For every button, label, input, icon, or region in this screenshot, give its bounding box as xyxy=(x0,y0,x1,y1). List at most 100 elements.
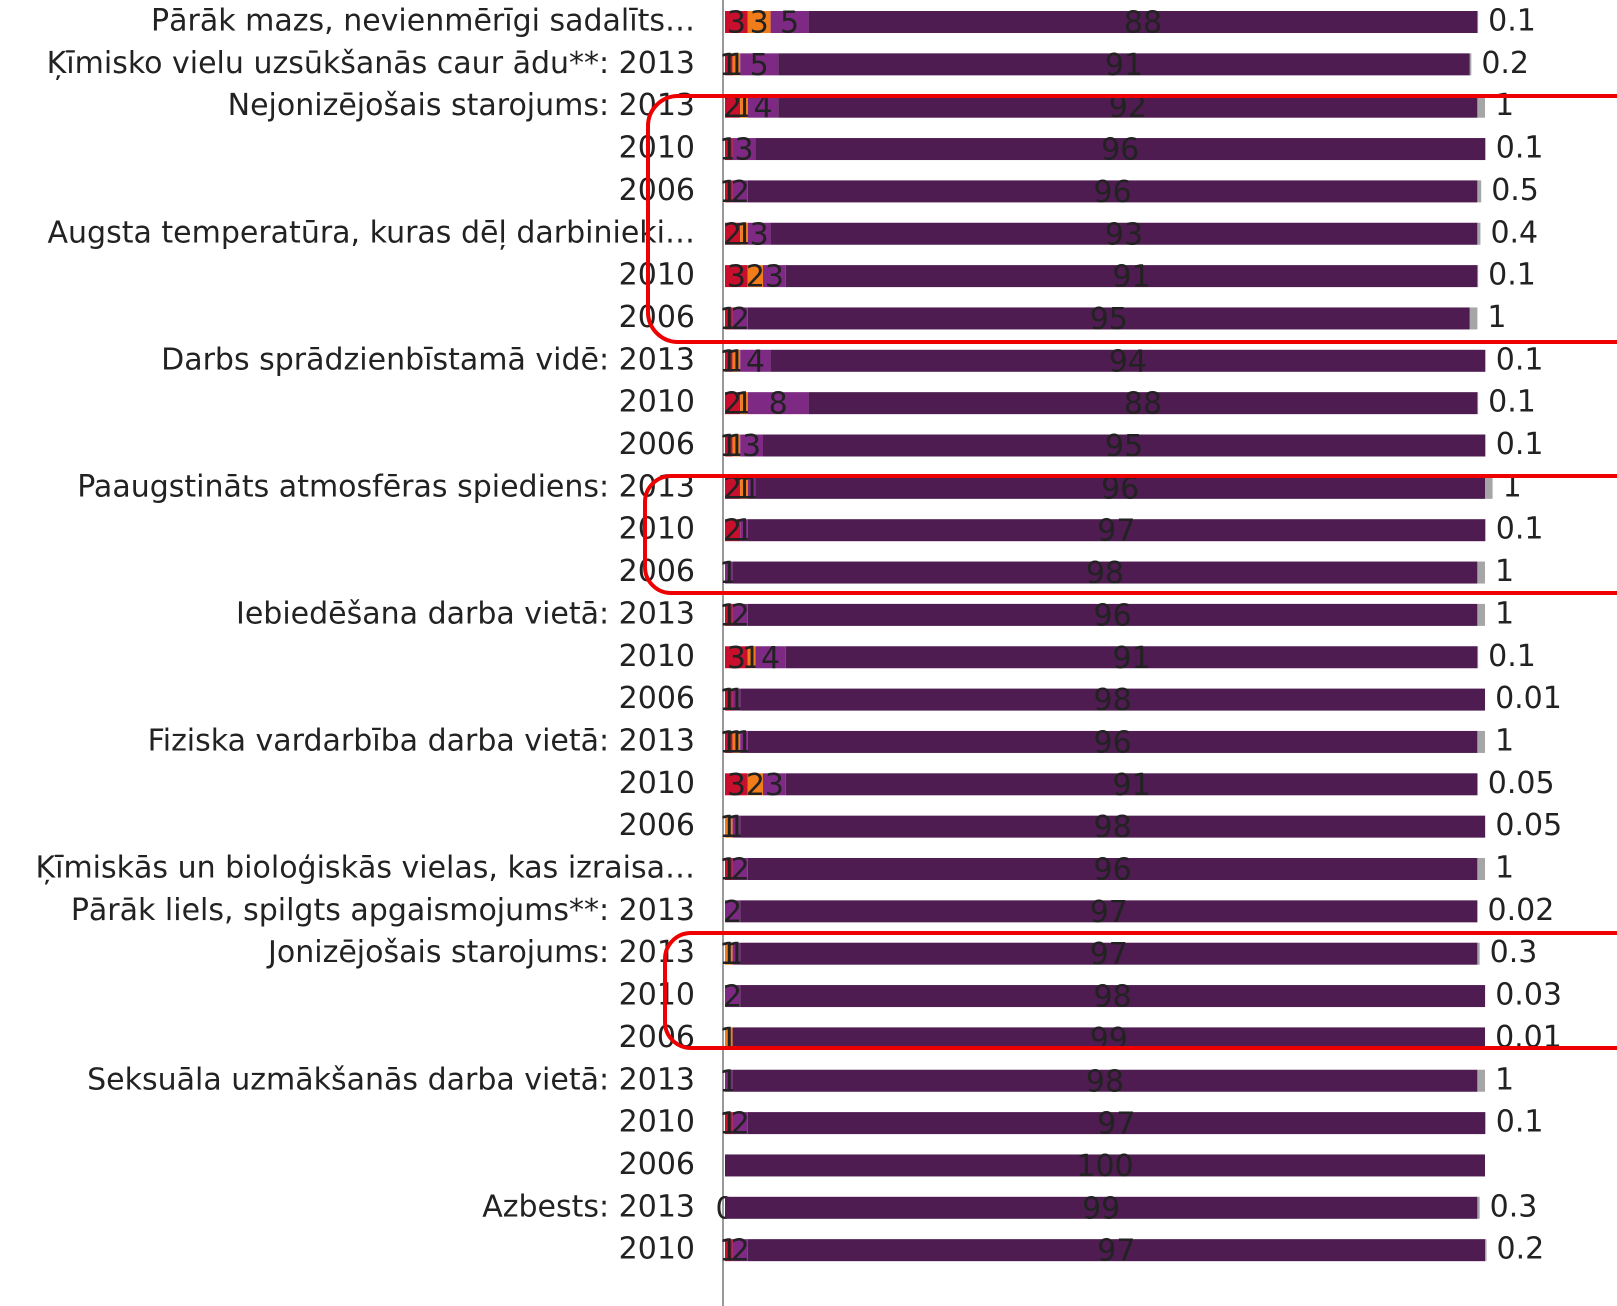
value-label: 93 xyxy=(1105,217,1143,252)
bar-segment xyxy=(725,561,733,584)
bar-segment xyxy=(725,1239,733,1262)
value-label: 5 xyxy=(780,6,799,41)
y-tick-label: 2006 xyxy=(619,681,695,716)
value-label: 91 xyxy=(1113,260,1151,295)
bar-segment xyxy=(725,1154,1485,1177)
bar-segment xyxy=(725,476,741,499)
bar-segment xyxy=(747,476,756,499)
value-label: 2 xyxy=(723,90,742,125)
value-label: 98 xyxy=(1086,556,1124,591)
bar-segment xyxy=(1485,349,1486,372)
y-tick-label: Pārāk liels, spilgts apgaismojums**: 201… xyxy=(71,893,695,928)
bar-segment xyxy=(725,434,733,457)
bar-segment xyxy=(747,519,1485,542)
value-label: 4 xyxy=(753,90,772,125)
bar-segment xyxy=(725,815,733,838)
bar-segment xyxy=(755,476,1485,499)
bar-segment xyxy=(725,688,733,711)
bar-segment xyxy=(732,561,1478,584)
bar-segment xyxy=(725,392,741,415)
bar-segment xyxy=(725,773,748,796)
bar-segment xyxy=(725,1069,733,1092)
bar-segment xyxy=(725,138,733,161)
bar-segment xyxy=(732,815,741,838)
value-label: 98 xyxy=(1086,1064,1124,1099)
y-tick-label: 2010 xyxy=(619,385,695,420)
bar-segment xyxy=(1477,180,1482,203)
value-label: 0.4 xyxy=(1490,215,1538,250)
bar-segment xyxy=(725,646,748,669)
bar-segment xyxy=(1469,307,1478,330)
bar-segment xyxy=(763,434,1485,457)
bar-segment xyxy=(1477,730,1485,753)
bar-segment xyxy=(763,265,786,288)
bar-segment xyxy=(732,349,741,372)
value-label: 97 xyxy=(1097,1234,1135,1269)
bar-segment xyxy=(725,265,748,288)
value-label: 1 xyxy=(1495,88,1514,123)
value-label: 96 xyxy=(1094,725,1132,760)
bar-segment xyxy=(740,349,771,372)
value-label: 4 xyxy=(746,344,765,379)
bar-segment xyxy=(747,180,1478,203)
bar-segment xyxy=(725,349,733,372)
bar-segment xyxy=(732,1112,748,1135)
bar-segment xyxy=(747,773,763,796)
highlight-box xyxy=(646,94,1617,344)
bar-segment xyxy=(1477,942,1480,965)
bar-segment xyxy=(1477,646,1479,669)
bar-segment xyxy=(1477,561,1485,584)
value-label: 0.05 xyxy=(1495,808,1562,843)
bar-segment xyxy=(747,11,771,33)
bar-segment xyxy=(725,95,741,118)
value-label: 3 xyxy=(765,260,784,295)
bar-segment xyxy=(725,985,741,1008)
value-label: 3 xyxy=(727,260,746,295)
value-label: 2 xyxy=(746,260,765,295)
bar-segment xyxy=(1477,95,1485,118)
value-label: 0.1 xyxy=(1496,1105,1544,1140)
value-label: 0.05 xyxy=(1488,766,1555,801)
value-label: 0.3 xyxy=(1490,935,1538,970)
value-label: 1 xyxy=(1495,723,1514,758)
bar-segment xyxy=(732,53,741,76)
bar-segment xyxy=(740,476,748,499)
y-tick-label: 2010 xyxy=(619,978,695,1013)
bar-segment xyxy=(740,900,1478,923)
y-tick-label: 2006 xyxy=(619,1147,695,1182)
highlight-box xyxy=(643,474,1617,595)
bar-segment xyxy=(1477,265,1479,288)
value-label: 100 xyxy=(1076,1149,1133,1184)
value-label: 4 xyxy=(761,641,780,676)
value-label: 98 xyxy=(1094,810,1132,845)
value-label: 95 xyxy=(1090,302,1128,337)
bar-segment xyxy=(725,307,733,330)
value-label: 1 xyxy=(1487,300,1506,335)
value-label: 2 xyxy=(731,302,750,337)
bar-segment xyxy=(732,1239,748,1262)
y-tick-label: 2010 xyxy=(619,512,695,547)
y-tick-label: 2006 xyxy=(619,173,695,208)
value-label: 96 xyxy=(1101,133,1139,168)
value-label: 97 xyxy=(1090,895,1128,930)
bar-segment xyxy=(732,858,748,880)
value-label: 2 xyxy=(731,1107,750,1142)
bar-segment xyxy=(747,265,763,288)
value-label: 2 xyxy=(723,980,742,1015)
highlight-box xyxy=(663,931,1617,1050)
y-tick-label: 2010 xyxy=(619,1232,695,1267)
bar-segment xyxy=(1485,476,1493,499)
bar-segment xyxy=(732,180,748,203)
value-label: 96 xyxy=(1094,853,1132,888)
value-label: 1 xyxy=(1503,469,1522,504)
value-label: 2 xyxy=(731,598,750,633)
value-label: 99 xyxy=(1082,1191,1120,1226)
bar-segment xyxy=(785,646,1478,669)
value-label: 96 xyxy=(1094,175,1132,210)
bar-segment xyxy=(1477,1196,1480,1219)
bar-segment xyxy=(740,95,748,118)
bar-segment xyxy=(747,730,1478,753)
bar-segment xyxy=(1485,138,1486,161)
value-label: 2 xyxy=(723,471,742,506)
